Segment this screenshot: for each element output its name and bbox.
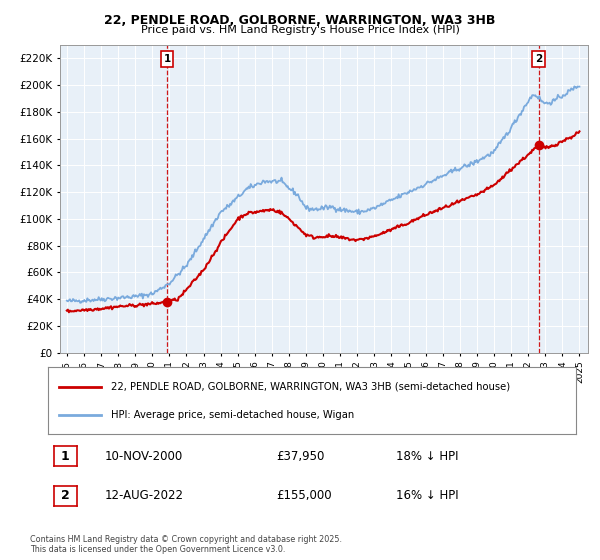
Text: 16% ↓ HPI: 16% ↓ HPI bbox=[396, 489, 458, 502]
Text: £37,950: £37,950 bbox=[276, 450, 325, 463]
Text: 2: 2 bbox=[61, 489, 70, 502]
Text: 22, PENDLE ROAD, GOLBORNE, WARRINGTON, WA3 3HB: 22, PENDLE ROAD, GOLBORNE, WARRINGTON, W… bbox=[104, 14, 496, 27]
Text: 10-NOV-2000: 10-NOV-2000 bbox=[105, 450, 183, 463]
Text: 12-AUG-2022: 12-AUG-2022 bbox=[105, 489, 184, 502]
Text: 18% ↓ HPI: 18% ↓ HPI bbox=[396, 450, 458, 463]
Text: Price paid vs. HM Land Registry's House Price Index (HPI): Price paid vs. HM Land Registry's House … bbox=[140, 25, 460, 35]
Text: £155,000: £155,000 bbox=[276, 489, 332, 502]
Text: 1: 1 bbox=[163, 54, 170, 64]
Text: HPI: Average price, semi-detached house, Wigan: HPI: Average price, semi-detached house,… bbox=[112, 410, 355, 420]
Text: Contains HM Land Registry data © Crown copyright and database right 2025.
This d: Contains HM Land Registry data © Crown c… bbox=[30, 535, 342, 554]
Text: 22, PENDLE ROAD, GOLBORNE, WARRINGTON, WA3 3HB (semi-detached house): 22, PENDLE ROAD, GOLBORNE, WARRINGTON, W… bbox=[112, 382, 511, 392]
Text: 2: 2 bbox=[535, 54, 542, 64]
Text: 1: 1 bbox=[61, 450, 70, 463]
